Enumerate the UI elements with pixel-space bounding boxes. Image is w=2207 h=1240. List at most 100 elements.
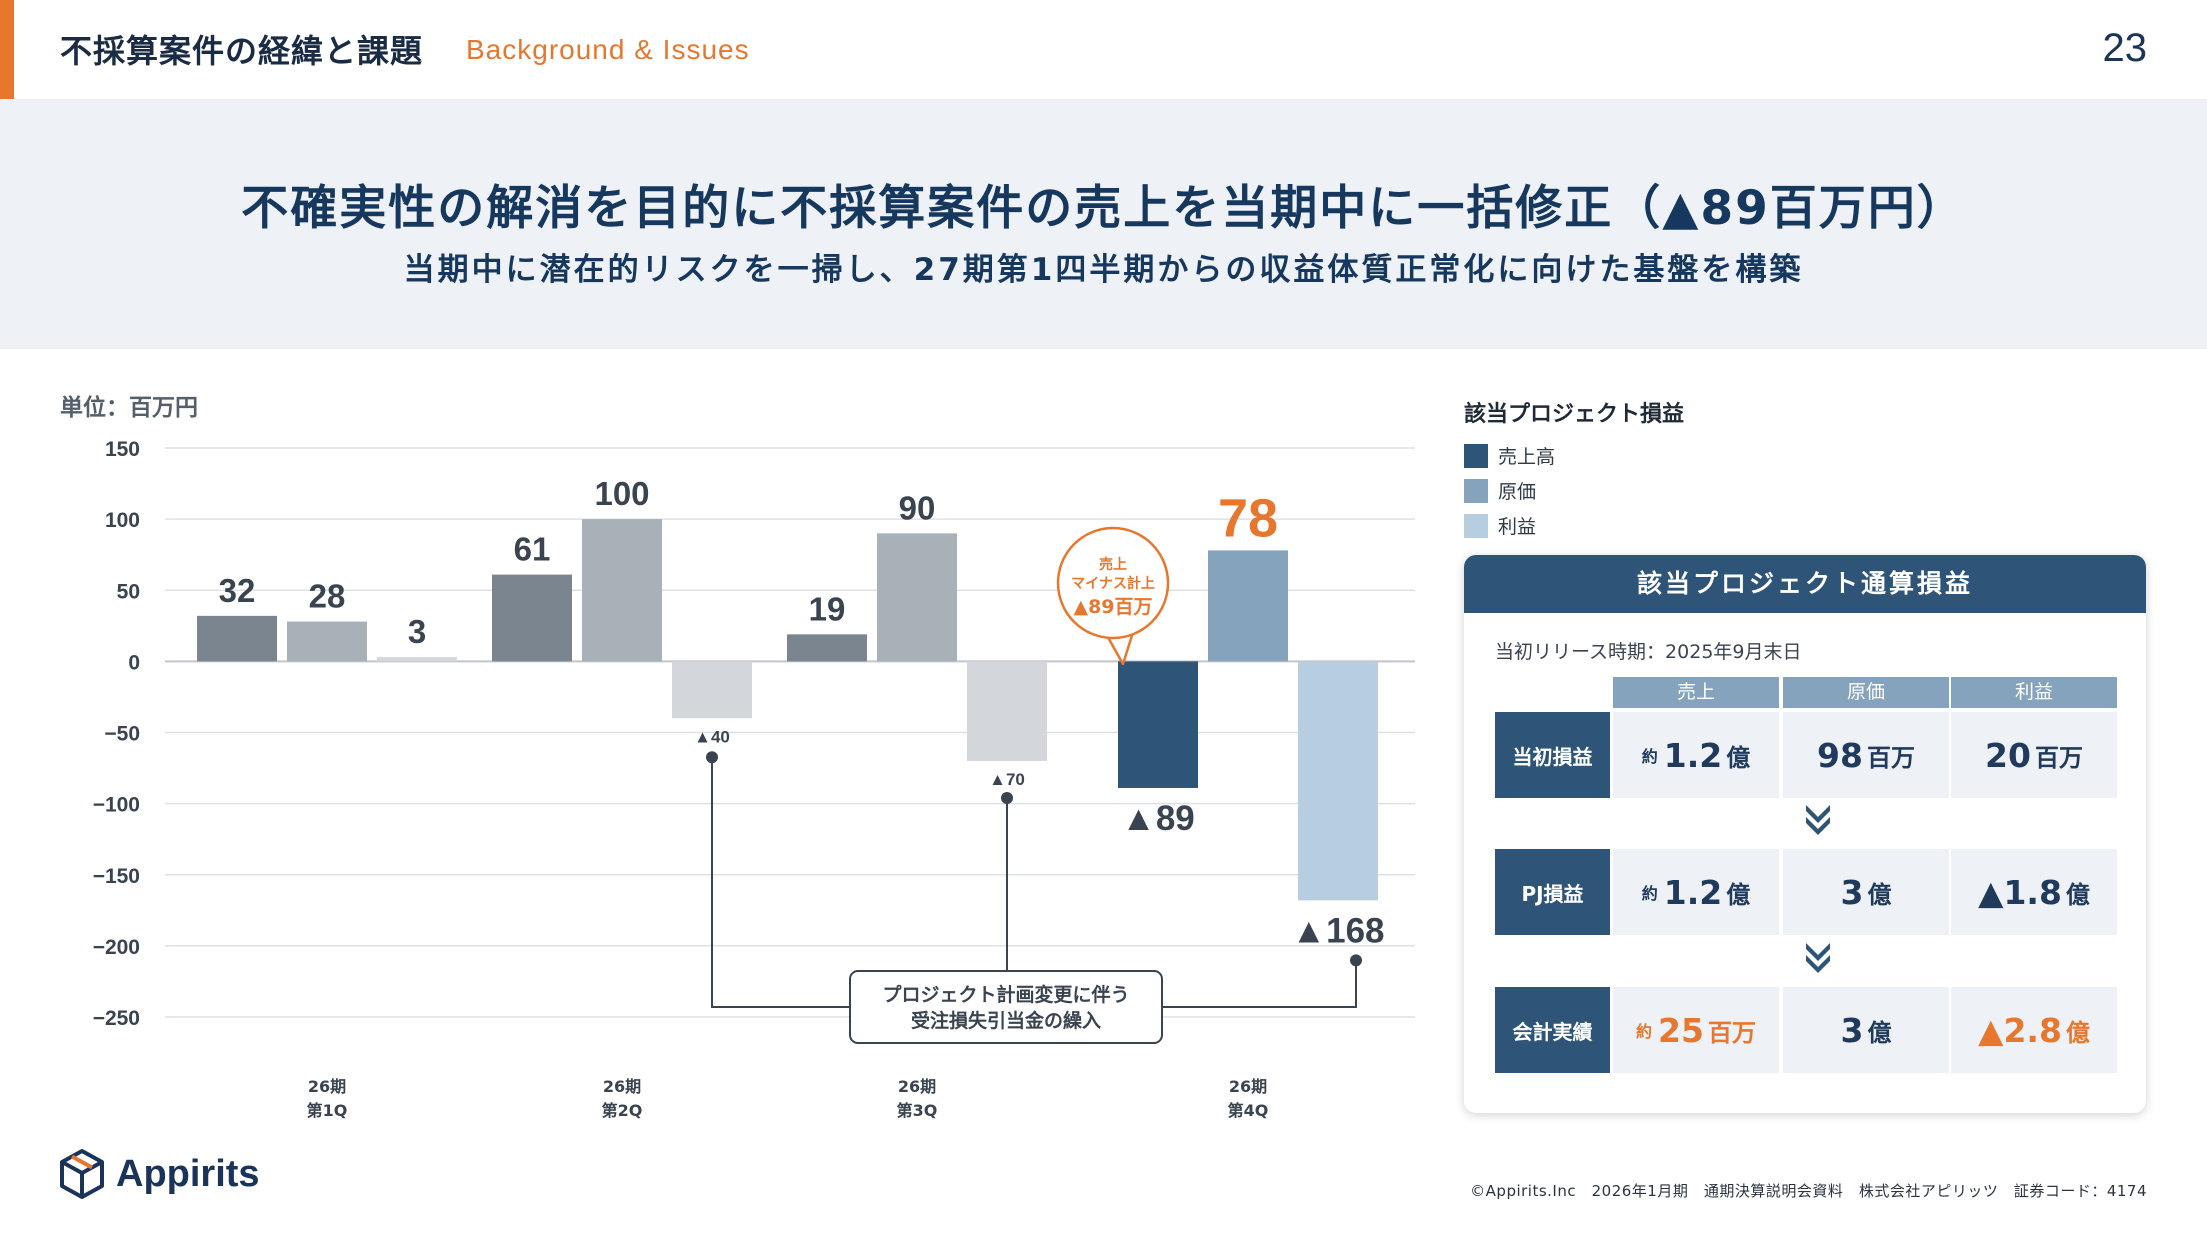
data-label: ▲70 xyxy=(989,770,1025,789)
page-subtitle: Background & Issues xyxy=(466,34,750,65)
unit-label: 単位：百万円 xyxy=(60,395,198,421)
data-label: ▲40 xyxy=(694,727,730,746)
bar xyxy=(377,657,457,662)
annotation-connector xyxy=(1162,960,1357,1008)
table-cell: 98 百万 xyxy=(1783,712,1949,798)
legend-label-profit: 利益 xyxy=(1498,516,1537,538)
legend-label-sales: 売上高 xyxy=(1498,446,1556,468)
bar xyxy=(787,634,867,662)
data-label: 100 xyxy=(594,475,649,512)
x-category-label-quarter: 第3Q xyxy=(897,1101,938,1120)
legend-swatch-sales xyxy=(1464,443,1488,468)
cell-unit: 百万 xyxy=(1707,1018,1756,1047)
logo-text: Appirits xyxy=(116,1152,260,1195)
x-category-label-quarter: 第4Q xyxy=(1228,1101,1269,1120)
x-category-label-year: 26期 xyxy=(603,1077,641,1096)
bar xyxy=(672,661,752,719)
legend-item-profit: 利益 xyxy=(1464,508,1684,543)
data-label: 3 xyxy=(408,613,426,650)
y-tick-label: −250 xyxy=(93,1007,140,1030)
bar xyxy=(287,621,367,662)
y-tick-label: −150 xyxy=(93,865,140,888)
table-cell: 約 1.2 億 xyxy=(1613,849,1779,935)
cell-unit: 百万 xyxy=(1866,743,1915,772)
cell-unit: 億 xyxy=(2065,880,2090,909)
y-tick-label: 100 xyxy=(105,509,140,532)
cell-prefix: 約 xyxy=(1636,1022,1653,1041)
cell-prefix: 約 xyxy=(1641,884,1658,903)
headline: 不確実性の解消を目的に不採算案件の売上を当期中に一括修正（▲89百万円） xyxy=(241,181,1966,236)
cell-value: 1.2 xyxy=(1663,872,1723,912)
page-title: 不採算案件の経緯と課題 xyxy=(60,32,424,70)
bar xyxy=(877,533,957,662)
cell-value: ▲2.8 xyxy=(1978,1010,2062,1050)
card-title: 該当プロジェクト通算損益 xyxy=(1464,555,2146,613)
company-logo: Appirits xyxy=(58,1148,260,1200)
cell-value: 3 xyxy=(1840,872,1864,912)
cell-value: 25 xyxy=(1658,1010,1704,1050)
bar xyxy=(197,615,277,662)
y-tick-label: −50 xyxy=(104,723,140,746)
logo-cube-icon xyxy=(60,1149,104,1199)
cell-unit: 億 xyxy=(1867,880,1892,909)
bar xyxy=(1298,661,1378,901)
headline-banner: 不確実性の解消を目的に不採算案件の売上を当期中に一括修正（▲89百万円） 当期中… xyxy=(0,99,2207,349)
cell-value: 3 xyxy=(1840,1010,1864,1050)
table-cell: 20 百万 xyxy=(1951,712,2117,798)
data-label: 19 xyxy=(809,590,846,627)
data-label: 28 xyxy=(309,578,346,615)
page-number: 23 xyxy=(2102,26,2148,70)
table-row-label: PJ損益 xyxy=(1495,849,1610,935)
table-cell: 約 1.2 億 xyxy=(1613,712,1779,798)
data-label: 61 xyxy=(514,531,551,568)
bar xyxy=(582,519,662,662)
cell-value: 98 xyxy=(1817,735,1863,775)
bubble-line: 売上 xyxy=(1099,556,1127,573)
bubble-line: ▲89百万 xyxy=(1073,596,1152,618)
legend-title: 該当プロジェクト損益 xyxy=(1464,402,1685,427)
x-category-label-year: 26期 xyxy=(1229,1077,1267,1096)
data-label: ▲89 xyxy=(1121,799,1195,838)
y-tick-label: −100 xyxy=(93,794,140,817)
y-tick-label: 150 xyxy=(105,438,140,461)
legend-label-cost: 原価 xyxy=(1498,481,1537,503)
y-tick-label: 0 xyxy=(128,651,140,674)
bubble-tail-mask xyxy=(1106,624,1136,634)
x-category-label-year: 26期 xyxy=(898,1077,936,1096)
table-row-label: 当初損益 xyxy=(1495,712,1610,798)
subheadline: 当期中に潜在的リスクを一掃し、27期第1四半期からの収益体質正常化に向けた基盤を… xyxy=(403,252,1804,288)
legend-item-sales: 売上高 xyxy=(1464,438,1684,473)
legend: 該当プロジェクト損益 売上高 原価 利益 xyxy=(1464,396,1684,543)
annotation-box xyxy=(849,970,1163,1044)
cell-unit: 億 xyxy=(2065,1018,2090,1047)
bar xyxy=(967,661,1047,761)
annotation-box-line: 受注損失引当金の繰入 xyxy=(911,1009,1101,1032)
cell-value: ▲1.8 xyxy=(1978,872,2062,912)
bubble-line: マイナス計上 xyxy=(1071,575,1155,592)
cell-prefix: 約 xyxy=(1641,747,1658,766)
bar xyxy=(1118,661,1198,788)
x-category-label-year: 26期 xyxy=(308,1077,346,1096)
cell-unit: 億 xyxy=(1867,1018,1892,1047)
annotation-box-line: プロジェクト計画変更に伴う xyxy=(882,983,1129,1006)
y-tick-label: 50 xyxy=(117,580,140,603)
data-label: 90 xyxy=(899,489,936,526)
table-cell: ▲1.8 億 xyxy=(1951,849,2117,935)
table-cell: 約 25 百万 xyxy=(1613,987,1779,1073)
legend-swatch-profit xyxy=(1464,513,1488,538)
double-chevron-down-icon xyxy=(1803,802,1833,838)
bar xyxy=(492,574,572,662)
cell-unit: 億 xyxy=(1726,743,1751,772)
table-cell: ▲2.8 億 xyxy=(1951,987,2117,1073)
data-label: 32 xyxy=(219,572,256,609)
table-column-header: 利益 xyxy=(1951,677,2117,708)
x-category-label-quarter: 第2Q xyxy=(602,1101,643,1120)
footer-copyright: ©Appirits.Inc 2026年1月期 通期決算説明会資料 株式会社アピリ… xyxy=(1470,1182,2147,1200)
connector-dot xyxy=(1350,954,1362,967)
cell-value: 1.2 xyxy=(1663,735,1723,775)
annotation-bubble xyxy=(1056,526,1170,640)
header-accent-bar xyxy=(0,0,14,99)
